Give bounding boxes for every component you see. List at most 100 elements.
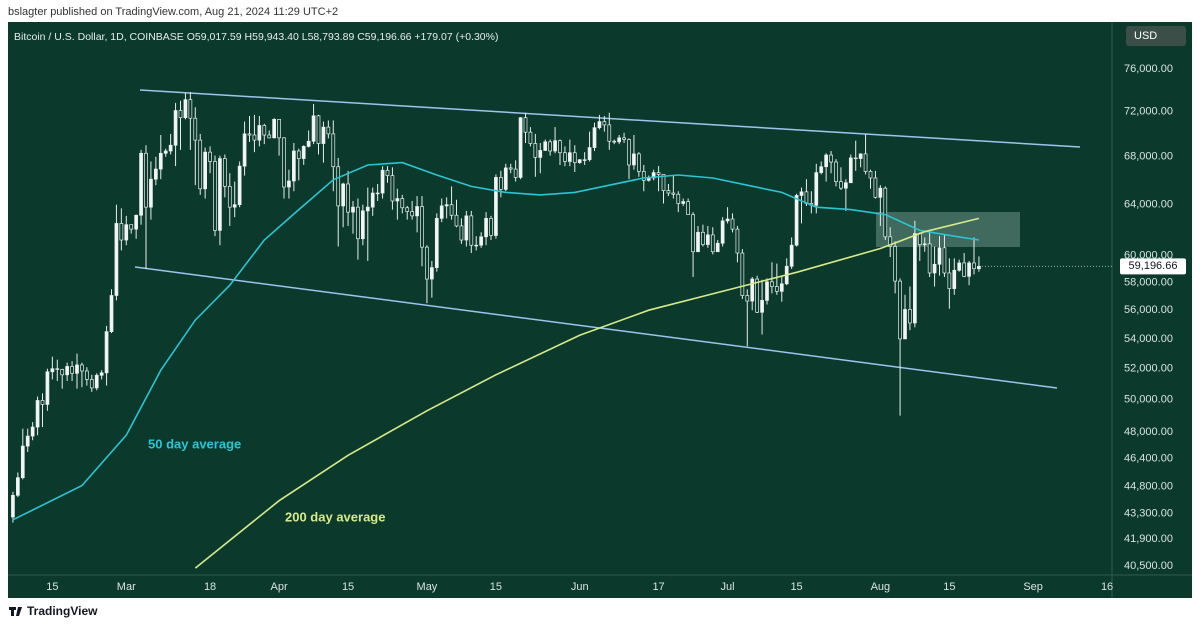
symbol-legend: Bitcoin / U.S. Dollar, 1D, COINBASE O59,…: [14, 31, 498, 43]
candle-body: [883, 187, 888, 238]
candle-body: [597, 121, 602, 129]
candle-body: [503, 167, 508, 190]
candle-body: [415, 206, 419, 217]
candle-body: [671, 192, 676, 195]
candle-body: [444, 204, 449, 207]
candle-body: [144, 152, 148, 208]
candle-body: [622, 137, 626, 140]
candle-body: [410, 211, 414, 217]
candle-body: [370, 192, 375, 208]
candle-body: [844, 182, 848, 189]
candle-body: [499, 177, 503, 190]
candle-body: [740, 252, 745, 296]
candle-body: [277, 118, 281, 139]
candle-body: [439, 205, 444, 219]
candle-body: [612, 140, 617, 143]
candle-body: [548, 141, 552, 152]
candle-body: [710, 234, 715, 253]
ma200-label: 200 day average: [285, 509, 385, 524]
candle-body: [168, 144, 173, 152]
candle-body: [553, 140, 557, 152]
x-tick-label: May: [417, 581, 438, 593]
y-tick-label: 56,000.00: [1124, 304, 1173, 316]
candle-body: [607, 124, 612, 142]
candle-body: [232, 204, 237, 208]
candle-body: [760, 300, 764, 313]
candle-body: [287, 180, 291, 188]
candle-body: [316, 115, 321, 144]
candle-body: [85, 370, 89, 380]
candle-body: [474, 244, 479, 247]
x-tick-label: Aug: [871, 581, 891, 593]
candle-body: [888, 236, 893, 247]
y-tick-label: 52,000.00: [1124, 363, 1173, 375]
candle-body: [178, 110, 183, 119]
candle-body: [538, 150, 543, 158]
x-tick-label: 18: [204, 581, 216, 593]
candle-body: [681, 201, 686, 204]
y-tick-label: 40,500.00: [1124, 560, 1173, 572]
candle-body: [203, 151, 207, 190]
candle-body: [691, 214, 695, 253]
candle-body: [962, 262, 966, 277]
candle-body: [50, 368, 55, 373]
candle-body: [637, 153, 641, 172]
candle-body: [755, 278, 759, 313]
candle-body: [296, 150, 301, 159]
candle-body: [173, 110, 178, 146]
candle-body: [587, 147, 592, 161]
candle-body: [193, 117, 198, 141]
candle-body: [134, 214, 138, 230]
candle-body: [55, 368, 60, 370]
y-tick-label: 68,000.00: [1124, 151, 1173, 163]
candle-body: [632, 153, 636, 166]
candle-body: [824, 154, 828, 168]
y-tick-label: 48,000.00: [1124, 426, 1173, 438]
y-tick-label: 76,000.00: [1124, 63, 1173, 75]
candle-body: [706, 234, 710, 245]
candle-body: [188, 99, 193, 119]
candle-body: [666, 190, 671, 194]
candle-body: [641, 171, 646, 181]
upper-trendline: [139, 89, 1081, 148]
candle-body: [917, 233, 922, 245]
candle-body: [922, 243, 927, 246]
y-tick-label: 58,000.00: [1124, 276, 1173, 288]
candle-body: [60, 369, 65, 376]
candle-body: [469, 215, 474, 246]
candle-body: [770, 281, 774, 287]
candle-body: [814, 172, 819, 206]
candle-body: [11, 494, 15, 518]
candle-body: [834, 161, 838, 182]
candle-body: [848, 157, 853, 184]
x-tick-label: 15: [943, 581, 955, 593]
candle-body: [568, 152, 572, 162]
y-tick-label: 72,000.00: [1124, 106, 1173, 118]
candle-body: [420, 206, 424, 248]
candle-body: [80, 364, 84, 372]
candle-body: [292, 150, 296, 182]
candle-body: [124, 224, 129, 241]
candle-body: [513, 168, 518, 178]
candle-body: [346, 183, 350, 213]
candle-body: [967, 262, 971, 277]
ma50-label: 50 day average: [148, 436, 241, 451]
candle-body: [508, 167, 513, 170]
candle-body: [686, 201, 690, 215]
y-tick-label: 41,900.00: [1124, 533, 1173, 545]
candle-body: [449, 204, 454, 216]
y-tick-label: 50,000.00: [1124, 394, 1173, 406]
footer-background: [0, 598, 1200, 627]
candle-body: [213, 161, 217, 231]
candle-body: [183, 99, 188, 119]
currency-box: [1126, 26, 1186, 46]
candle-body: [582, 159, 587, 161]
currency-label: USD: [1134, 30, 1157, 42]
candle-body: [868, 171, 873, 179]
candle-body: [227, 186, 232, 208]
candle-body: [819, 166, 824, 173]
brand-logo: [9, 607, 22, 616]
candle-body: [351, 206, 355, 213]
candle-body: [479, 236, 483, 246]
candle-body: [794, 195, 799, 246]
